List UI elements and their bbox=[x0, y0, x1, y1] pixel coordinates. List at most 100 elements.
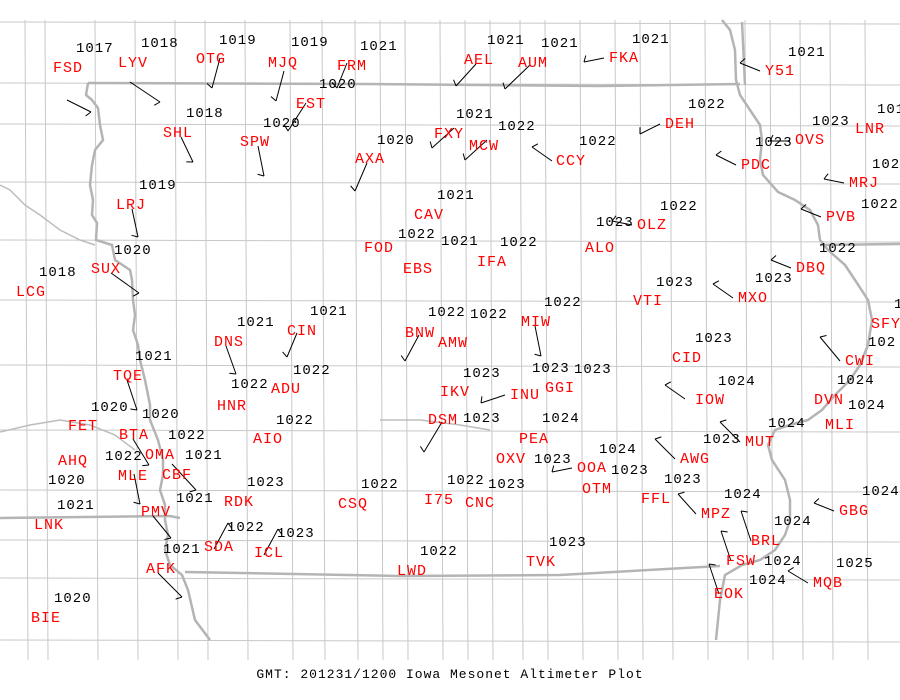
altimeter-value: 1022 bbox=[544, 295, 582, 311]
wind-barb-flag bbox=[720, 530, 728, 533]
wind-barb-shaft bbox=[286, 332, 298, 358]
station-id: GBG bbox=[839, 503, 869, 520]
station-id: OMA bbox=[145, 447, 175, 464]
wind-barb-flag bbox=[712, 280, 720, 285]
station-mpz: 1024 MPZ bbox=[701, 487, 761, 523]
altimeter-value: 1023 bbox=[695, 331, 733, 347]
station-tqe: 1021 TQE bbox=[113, 349, 173, 385]
altimeter-value: 1023 bbox=[656, 275, 694, 291]
station-id: GGI bbox=[545, 380, 575, 397]
station-pvb: 1022 PVB bbox=[826, 197, 898, 226]
wind-barb-shaft bbox=[464, 139, 488, 161]
wind-barb-flag bbox=[551, 465, 555, 473]
county-line bbox=[354, 19, 359, 661]
wind-barb-flag bbox=[770, 255, 777, 261]
station-spw: 1020 SPW bbox=[240, 116, 300, 151]
wind-barb-flag bbox=[583, 55, 587, 63]
station-eok: 1024 EOK bbox=[714, 573, 786, 603]
station-id: MLE bbox=[118, 468, 148, 485]
station-id: IOW bbox=[695, 392, 725, 409]
station-id: DEH bbox=[665, 116, 695, 133]
station-mli: 1024 MLI bbox=[825, 398, 886, 434]
altimeter-value: 1021 bbox=[441, 234, 479, 250]
station-id: MPZ bbox=[701, 506, 731, 523]
altimeter-value: 1024 bbox=[764, 554, 802, 570]
station-id: OTG bbox=[196, 51, 226, 68]
altimeter-value: 1019 bbox=[219, 33, 257, 49]
altimeter-value: 1022 bbox=[500, 235, 538, 251]
altimeter-value: 1021 bbox=[135, 349, 173, 365]
wind-barb-flag bbox=[227, 522, 233, 529]
station-brl: 1024 BRL bbox=[751, 514, 811, 550]
station-otg: 1019 OTG bbox=[196, 33, 257, 68]
wind-barb-shaft bbox=[431, 127, 455, 149]
station-id: AXA bbox=[355, 151, 385, 168]
mississippi-river bbox=[714, 19, 874, 641]
altimeter-value: 1022 bbox=[498, 119, 536, 135]
wind-barb-shaft bbox=[211, 57, 221, 89]
wind-barb-flag bbox=[350, 185, 356, 192]
station-icl: 1023 ICL bbox=[254, 526, 314, 562]
wind-barb-flag bbox=[419, 446, 425, 453]
station-id: OLZ bbox=[637, 217, 667, 234]
altimeter-value: 1024 bbox=[848, 398, 886, 414]
station-ikv: 1023 IKV bbox=[440, 366, 500, 401]
station-frm: 1021 FRM bbox=[337, 39, 397, 75]
wind-barb-flag bbox=[800, 204, 807, 210]
map-title: GMT: 201231/1200 Iowa Mesonet Altimeter … bbox=[256, 667, 643, 682]
altimeter-value: 1022 bbox=[420, 544, 458, 560]
station-lrj: 1019 LRJ bbox=[116, 178, 176, 214]
wind-barb-shaft bbox=[263, 528, 279, 556]
county-line bbox=[544, 19, 549, 661]
station-deh: 1022 DEH bbox=[665, 97, 725, 133]
rivers bbox=[0, 184, 491, 451]
station-id: FRM bbox=[337, 58, 367, 75]
station-lnk: 1021 LNK bbox=[34, 498, 94, 534]
station-id: AEL bbox=[464, 52, 494, 69]
station-id: LNR bbox=[855, 121, 885, 138]
county-line bbox=[0, 489, 900, 493]
wind-barb-shaft bbox=[531, 146, 553, 162]
altimeter-value: 102 bbox=[872, 157, 900, 173]
station-fxy: 1021 FXY bbox=[434, 107, 494, 143]
station-dbq: 1022 DBQ bbox=[796, 241, 856, 277]
station-id: AFK bbox=[146, 561, 176, 578]
wind-barb-flag bbox=[787, 566, 794, 572]
wind-barb-shaft bbox=[354, 162, 368, 192]
county-line bbox=[669, 19, 674, 661]
county-line bbox=[94, 19, 99, 661]
county-line bbox=[829, 19, 834, 661]
altimeter-value: 1022 bbox=[276, 413, 314, 429]
wind-barb-flag bbox=[282, 351, 288, 358]
station-aio: 1022 AIO bbox=[253, 413, 314, 448]
station-id: ALO bbox=[585, 240, 615, 257]
altimeter-value: 1018 bbox=[141, 36, 179, 52]
station-id: PMV bbox=[141, 504, 171, 521]
wind-barb-shaft bbox=[213, 522, 229, 550]
altimeter-value: 1023 bbox=[247, 475, 285, 491]
county-line bbox=[614, 19, 619, 661]
station-gbg: 1024 GBG bbox=[839, 484, 899, 520]
wind-barb-flag bbox=[719, 419, 727, 423]
wind-barb-shaft bbox=[133, 473, 141, 505]
altimeter-value: 1021 bbox=[237, 315, 275, 331]
station-cid: 1023 CID bbox=[672, 331, 733, 367]
wind-barb-shaft bbox=[720, 530, 732, 562]
station-ifa: 1022 IFA bbox=[477, 235, 538, 271]
station-mle: 1022 MLE bbox=[105, 449, 148, 485]
wind-barb-flag bbox=[164, 537, 172, 540]
station-id: EST bbox=[296, 96, 326, 113]
altimeter-value: 1021 bbox=[456, 107, 494, 123]
state-borders bbox=[0, 19, 900, 641]
station-id: TQE bbox=[113, 368, 143, 385]
station-id: SHL bbox=[163, 125, 193, 142]
wind-barb-shaft bbox=[740, 510, 752, 542]
station-id: SFY bbox=[871, 316, 900, 333]
station-shl: 1018 SHL bbox=[163, 106, 223, 142]
station-id: FXY bbox=[434, 126, 464, 143]
altimeter-value: 1023 bbox=[488, 477, 526, 493]
wind-barb-shaft bbox=[336, 62, 348, 89]
station-cin: 1021 CIN bbox=[287, 304, 347, 340]
